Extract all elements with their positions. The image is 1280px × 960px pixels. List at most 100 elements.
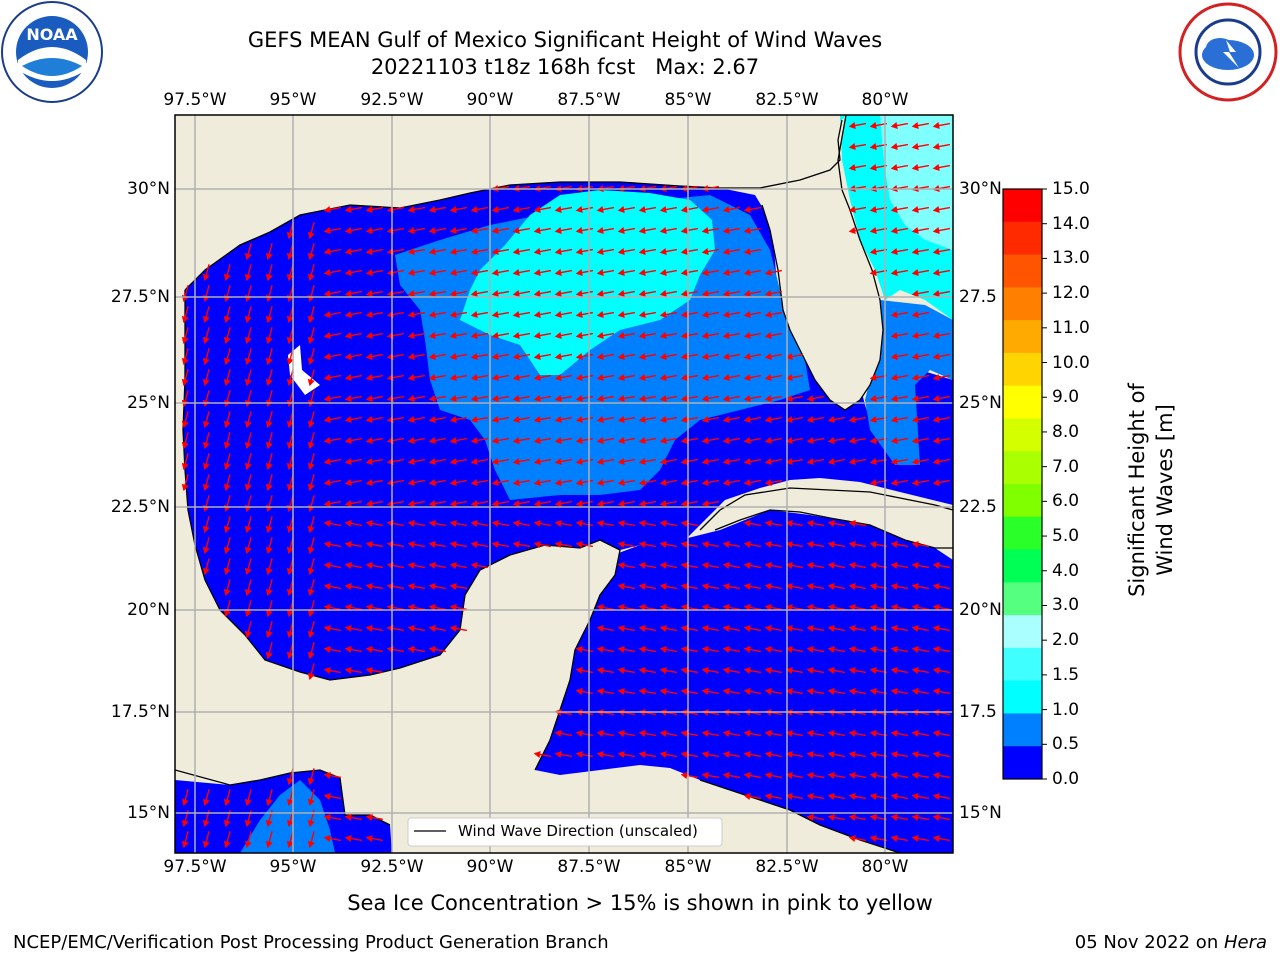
- wind-arrow-head: [491, 415, 499, 424]
- wind-arrow-head: [806, 624, 814, 633]
- wind-arrow-head: [449, 478, 457, 487]
- wind-arrow-head: [533, 289, 541, 298]
- wind-arrow-head: [286, 231, 294, 240]
- wind-arrow-head: [680, 624, 688, 633]
- wind-arrow-head: [428, 624, 436, 633]
- wind-arrow-head: [785, 519, 793, 528]
- wind-arrow-head: [680, 519, 688, 528]
- wind-arrow-head: [722, 561, 730, 570]
- wind-arrow-head: [307, 546, 315, 555]
- wind-arrow-head: [365, 331, 373, 340]
- wind-arrow-head: [470, 457, 478, 466]
- wind-arrow-head: [344, 624, 352, 633]
- wind-arrow-head: [638, 436, 646, 445]
- wind-arrow-head: [869, 834, 877, 843]
- wind-arrow-head: [722, 729, 730, 738]
- wind-arrow-head: [680, 289, 688, 298]
- wind-arrow-head: [575, 268, 583, 277]
- wind-arrow-head: [470, 519, 478, 528]
- wind-arrow-head: [617, 226, 625, 235]
- wind-arrow-head: [869, 373, 877, 382]
- wind-arrow-head: [265, 840, 273, 849]
- wind-arrow-head: [743, 310, 751, 319]
- wind-arrow-head: [848, 645, 856, 654]
- map-frame: [174, 114, 954, 854]
- wind-arrow-head: [323, 499, 331, 508]
- wind-arrow-head: [244, 273, 252, 282]
- wind-arrow-head: [932, 834, 940, 843]
- wind-arrow-head: [575, 226, 583, 235]
- wind-arrow-head: [785, 561, 793, 570]
- wind-arrow-head: [701, 268, 709, 277]
- wind-arrow-head: [722, 540, 730, 549]
- wind-arrow-head: [365, 415, 373, 424]
- wind-arrow-head: [244, 609, 252, 618]
- wind-arrow-head: [869, 561, 877, 570]
- wind-arrow-head: [701, 750, 709, 759]
- wind-arrow-head: [512, 457, 520, 466]
- wind-arrow-head: [659, 331, 667, 340]
- wind-arrow-head: [659, 457, 667, 466]
- wind-legend: [407, 817, 723, 847]
- wind-arrow-head: [890, 226, 898, 235]
- wind-arrow-head: [223, 525, 231, 534]
- lat-left-label: 27.5°N: [110, 287, 170, 307]
- wind-arrow-head: [932, 457, 940, 466]
- wind-arrow-head: [869, 163, 877, 172]
- colorbar-tick-label: 1.5: [1052, 664, 1080, 685]
- wind-arrow-head: [638, 687, 646, 696]
- wind-arrow-head: [764, 687, 772, 696]
- wind-arrow-head: [407, 561, 415, 570]
- wind-arrow-head: [265, 483, 273, 492]
- wind-arrow-head: [575, 415, 583, 424]
- wind-arrow-head: [743, 687, 751, 696]
- wind-arrow-head: [638, 666, 646, 675]
- wind-arrow-head: [659, 499, 667, 508]
- wind-arrow-head: [286, 651, 294, 660]
- wind-arrow-head: [286, 567, 294, 576]
- wind-arrow-head: [659, 666, 667, 675]
- wind-arrow-head: [365, 603, 373, 612]
- wind-arrow-head: [932, 268, 940, 277]
- wind-arrow-head: [323, 540, 331, 549]
- wind-arrow-head: [785, 415, 793, 424]
- wind-arrow-head: [911, 478, 919, 487]
- wind-arrow-head: [533, 394, 541, 403]
- wind-arrow-head: [286, 798, 294, 807]
- wind-arrow-head: [932, 687, 940, 696]
- wind-arrow-head: [365, 813, 373, 822]
- wind-arrow-head: [344, 582, 352, 591]
- wind-arrow-head: [265, 567, 273, 576]
- wind-arrow-head: [470, 352, 478, 361]
- wind-arrow-head: [827, 813, 835, 822]
- wind-arrow-head: [365, 436, 373, 445]
- wind-arrow-head: [848, 457, 856, 466]
- wind-arrow-head: [932, 603, 940, 612]
- wind-arrow-head: [932, 750, 940, 759]
- wind-arrow-head: [785, 394, 793, 403]
- wind-arrow-head: [344, 499, 352, 508]
- wind-arrow-head: [617, 289, 625, 298]
- wind-arrow-head: [491, 499, 499, 508]
- wind-arrow-head: [848, 813, 856, 822]
- wind-arrow-head: [596, 478, 604, 487]
- wind-arrow-head: [890, 813, 898, 822]
- wind-arrow-head: [764, 331, 772, 340]
- wind-arrow-head: [785, 624, 793, 633]
- colorbar-tick-label: 0.5: [1052, 734, 1080, 755]
- wind-arrow-head: [617, 247, 625, 256]
- wind-arrow-head: [365, 499, 373, 508]
- wind-arrow-head: [890, 394, 898, 403]
- wind-arrow-head: [659, 729, 667, 738]
- wind-arrow-head: [911, 834, 919, 843]
- wind-arrow-head: [617, 373, 625, 382]
- wind-arrow-head: [323, 226, 331, 235]
- wind-arrow-head: [512, 205, 520, 214]
- wind-arrow-head: [638, 205, 646, 214]
- wind-arrow-head: [617, 540, 625, 549]
- wind-arrow-head: [890, 750, 898, 759]
- colorbar-tick-label: 6.0: [1052, 491, 1080, 512]
- wind-arrow-head: [764, 289, 772, 298]
- wind-arrow-head: [722, 582, 730, 591]
